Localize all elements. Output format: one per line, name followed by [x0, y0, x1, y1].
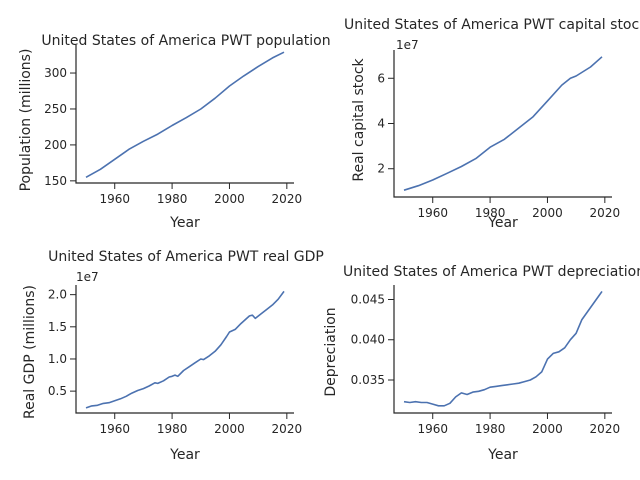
y-tick-label: 300: [44, 66, 67, 80]
y-tick-label: 250: [44, 102, 67, 116]
x-tick-label: 1960: [417, 422, 448, 436]
chart-title: United States of America PWT capital sto…: [344, 17, 640, 33]
y-tick-label: 0.5: [48, 384, 67, 398]
offset-text: 1e7: [396, 38, 419, 52]
x-tick-label: 2000: [532, 422, 563, 436]
series-line: [403, 290, 603, 407]
x-tick-label: 2000: [214, 422, 245, 436]
x-tick-label: 1980: [475, 422, 506, 436]
x-axis-label: Year: [487, 215, 518, 231]
plot-area: 1960 1980 2000 2020 150 200 250 300: [44, 45, 302, 206]
series-line: [403, 56, 603, 191]
x-tick-label: 2020: [272, 422, 303, 436]
series-line: [85, 290, 285, 409]
x-tick-label: 1960: [99, 422, 130, 436]
chart-title: United States of America PWT depreciatio…: [343, 264, 640, 280]
y-tick-label: 4: [377, 117, 385, 131]
series-line: [85, 51, 285, 178]
x-tick-label: 2020: [590, 206, 621, 220]
chart-population: United States of America PWT population …: [18, 33, 331, 231]
y-tick-label: 0.035: [351, 373, 385, 387]
y-tick-label: 200: [44, 138, 67, 152]
y-tick-label: 2: [377, 162, 385, 176]
chart-title: United States of America PWT population: [41, 33, 330, 49]
y-axis-label: Real capital stock: [351, 57, 367, 181]
x-tick-label: 1980: [157, 422, 188, 436]
y-axis-label: Depreciation: [323, 307, 339, 396]
x-axis-label: Year: [169, 447, 200, 463]
chart-capital-stock: United States of America PWT capital sto…: [344, 17, 640, 231]
x-tick-label: 2020: [590, 422, 621, 436]
x-tick-label: 1960: [99, 192, 130, 206]
x-tick-label: 1980: [475, 206, 506, 220]
axes-spine: [393, 50, 612, 198]
plot-area: 1960 1980 2000 2020 0.5 1.0 1.5 2.0: [48, 285, 302, 436]
chart-title: United States of America PWT real GDP: [48, 249, 324, 265]
axes-spine: [393, 285, 612, 414]
y-axis-label: Real GDP (millions): [22, 285, 38, 419]
plot-area: 1960 1980 2000 2020 0.035 0.040 0.045: [351, 285, 620, 436]
y-tick-label: 1.0: [48, 352, 67, 366]
axes-spine: [75, 45, 294, 184]
x-tick-label: 2000: [532, 206, 563, 220]
y-tick-label: 6: [377, 71, 385, 85]
x-axis-label: Year: [487, 447, 518, 463]
x-tick-label: 1980: [157, 192, 188, 206]
x-tick-label: 1960: [417, 206, 448, 220]
axes-spine: [75, 285, 294, 414]
offset-text: 1e7: [76, 270, 99, 284]
y-tick-label: 0.045: [351, 292, 385, 306]
y-axis-label: Population (millions): [18, 49, 34, 192]
x-axis-label: Year: [169, 215, 200, 231]
y-tick-label: 150: [44, 174, 67, 188]
chart-depreciation: United States of America PWT depreciatio…: [323, 264, 640, 463]
y-tick-label: 0.040: [351, 333, 385, 347]
chart-real-gdp: United States of America PWT real GDP 1e…: [22, 249, 324, 463]
plot-area: 1960 1980 2000 2020 2 4 6: [377, 50, 620, 220]
y-tick-label: 1.5: [48, 320, 67, 334]
y-tick-label: 2.0: [48, 288, 67, 302]
x-tick-label: 2020: [272, 192, 303, 206]
x-tick-label: 2000: [214, 192, 245, 206]
